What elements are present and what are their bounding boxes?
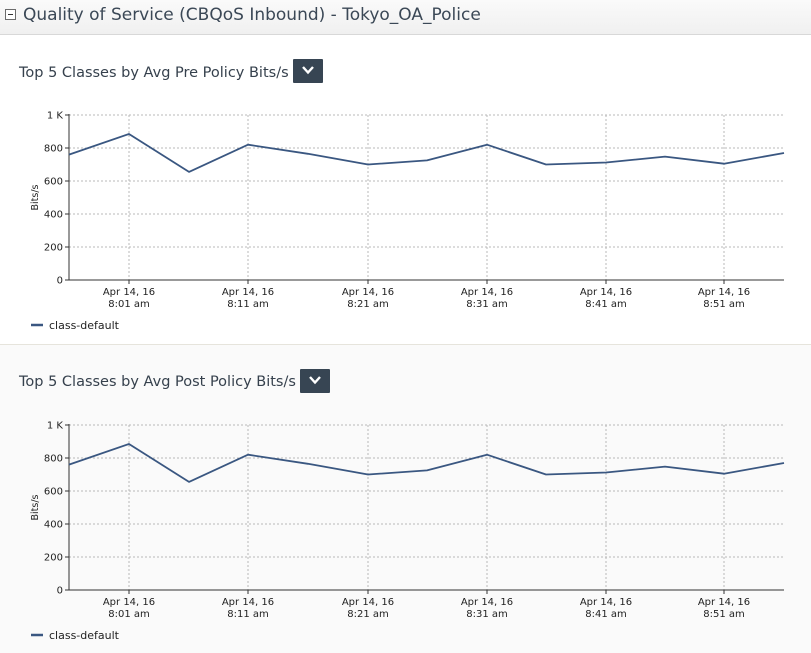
x-tick-label-date: Apr 14, 16 <box>461 597 513 608</box>
chart-menu-button[interactable] <box>300 369 330 393</box>
chart-title: Top 5 Classes by Avg Pre Policy Bits/s <box>19 65 289 81</box>
page-title: Quality of Service (CBQoS Inbound) - Tok… <box>23 5 481 25</box>
x-tick-label-time: 8:41 am <box>585 609 627 620</box>
x-tick-label-date: Apr 14, 16 <box>222 287 274 298</box>
x-tick-label-date: Apr 14, 16 <box>698 287 750 298</box>
x-tick-label-date: Apr 14, 16 <box>103 597 155 608</box>
x-tick-label-time: 8:21 am <box>347 299 389 310</box>
x-tick-label-time: 8:01 am <box>108 299 150 310</box>
x-tick-label-date: Apr 14, 16 <box>580 287 632 298</box>
x-tick-label-time: 8:31 am <box>466 299 508 310</box>
y-tick-label: 600 <box>44 177 63 188</box>
y-tick-label: 200 <box>44 243 63 254</box>
y-tick-label: 800 <box>44 144 63 155</box>
chart-menu-button[interactable] <box>293 59 323 83</box>
y-tick-label: 200 <box>44 553 63 564</box>
y-tick-label: 400 <box>44 520 63 531</box>
y-tick-label: 1 K <box>47 111 64 122</box>
series-line-class-default <box>68 443 785 483</box>
y-axis-label: Bits/s <box>30 184 41 210</box>
x-tick-label-time: 8:11 am <box>227 299 269 310</box>
x-tick-label-time: 8:31 am <box>466 609 508 620</box>
y-tick-label: 1 K <box>47 421 64 432</box>
y-axis-label: Bits/s <box>30 494 41 520</box>
x-tick-label-date: Apr 14, 16 <box>580 597 632 608</box>
x-tick-label-date: Apr 14, 16 <box>342 597 394 608</box>
x-tick-label-time: 8:11 am <box>227 609 269 620</box>
x-tick-label-time: 8:51 am <box>703 609 745 620</box>
chart-panel-pre-policy: Top 5 Classes by Avg Pre Policy Bits/s 0… <box>0 35 811 343</box>
y-tick-label: 400 <box>44 210 63 221</box>
x-tick-label-time: 8:21 am <box>347 609 389 620</box>
collapse-toggle-button[interactable] <box>5 9 16 20</box>
x-tick-label-date: Apr 14, 16 <box>342 287 394 298</box>
chart-panel-post-policy: Top 5 Classes by Avg Post Policy Bits/s … <box>0 344 811 653</box>
chevron-down-icon <box>302 66 314 75</box>
chevron-down-icon <box>309 376 321 385</box>
y-tick-label: 0 <box>57 586 63 597</box>
x-tick-label-date: Apr 14, 16 <box>698 597 750 608</box>
x-tick-label-date: Apr 14, 16 <box>103 287 155 298</box>
legend-label: class-default <box>49 319 120 332</box>
x-tick-label-time: 8:01 am <box>108 609 150 620</box>
x-tick-label-date: Apr 14, 16 <box>461 287 513 298</box>
x-tick-label-time: 8:41 am <box>585 299 627 310</box>
y-tick-label: 800 <box>44 454 63 465</box>
x-tick-label-time: 8:51 am <box>703 299 745 310</box>
chart-title: Top 5 Classes by Avg Post Policy Bits/s <box>19 374 296 390</box>
series-line-class-default <box>68 133 785 173</box>
y-tick-label: 0 <box>57 276 63 287</box>
y-tick-label: 600 <box>44 487 63 498</box>
x-tick-label-date: Apr 14, 16 <box>222 597 274 608</box>
legend-label: class-default <box>49 629 120 642</box>
page-header: Quality of Service (CBQoS Inbound) - Tok… <box>0 0 811 35</box>
